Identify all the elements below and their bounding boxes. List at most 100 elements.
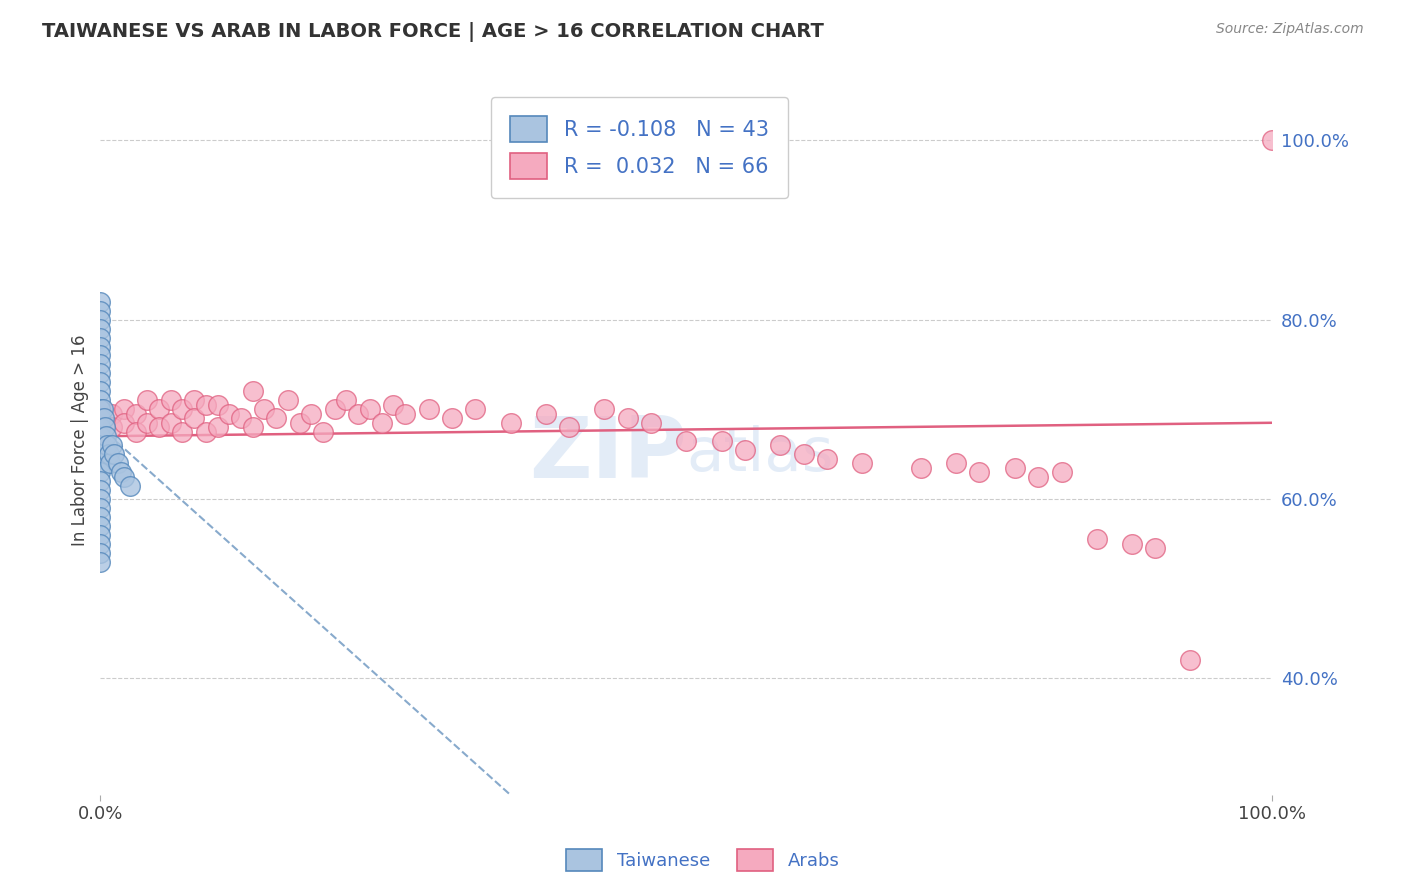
Point	[89, 384, 111, 399]
Point	[382, 398, 405, 412]
Point	[89, 429, 111, 443]
Point	[534, 407, 557, 421]
Point	[347, 407, 370, 421]
Point	[89, 312, 111, 326]
Point	[89, 429, 111, 443]
Point	[89, 339, 111, 353]
Point	[89, 546, 111, 560]
Point	[89, 456, 111, 470]
Point	[323, 402, 346, 417]
Point	[312, 425, 335, 439]
Text: ZIP: ZIP	[529, 413, 686, 496]
Point	[969, 465, 991, 479]
Point	[89, 294, 111, 309]
Point	[675, 434, 697, 448]
Point	[89, 510, 111, 524]
Point	[96, 429, 118, 443]
Legend: Taiwanese, Arabs: Taiwanese, Arabs	[560, 842, 846, 879]
Point	[183, 393, 205, 408]
Point	[159, 416, 181, 430]
Point	[172, 402, 194, 417]
Point	[183, 411, 205, 425]
Point	[640, 416, 662, 430]
Point	[112, 469, 135, 483]
Point	[101, 438, 124, 452]
Point	[110, 465, 132, 479]
Point	[207, 420, 229, 434]
Point	[97, 447, 120, 461]
Point	[499, 416, 522, 430]
Point	[793, 447, 815, 461]
Point	[89, 483, 111, 497]
Point	[89, 465, 111, 479]
Point	[96, 438, 118, 452]
Point	[558, 420, 581, 434]
Point	[89, 330, 111, 344]
Point	[253, 402, 276, 417]
Point	[98, 456, 121, 470]
Point	[264, 411, 287, 425]
Point	[207, 398, 229, 412]
Point	[89, 303, 111, 318]
Point	[89, 367, 111, 381]
Point	[124, 407, 146, 421]
Point	[440, 411, 463, 425]
Point	[945, 456, 967, 470]
Point	[89, 349, 111, 363]
Point	[89, 555, 111, 569]
Point	[359, 402, 381, 417]
Point	[710, 434, 733, 448]
Point	[107, 456, 129, 470]
Point	[1121, 537, 1143, 551]
Point	[172, 425, 194, 439]
Point	[1004, 460, 1026, 475]
Point	[593, 402, 616, 417]
Point	[1261, 133, 1284, 147]
Point	[136, 416, 159, 430]
Point	[617, 411, 640, 425]
Point	[118, 478, 141, 492]
Y-axis label: In Labor Force | Age > 16: In Labor Force | Age > 16	[72, 335, 89, 547]
Point	[218, 407, 240, 421]
Point	[89, 358, 111, 372]
Point	[89, 519, 111, 533]
Point	[335, 393, 357, 408]
Point	[101, 407, 124, 421]
Point	[89, 321, 111, 335]
Point	[89, 376, 111, 390]
Point	[89, 402, 111, 417]
Point	[94, 420, 117, 434]
Point	[89, 438, 111, 452]
Point	[242, 384, 264, 399]
Point	[769, 438, 792, 452]
Point	[91, 402, 114, 417]
Point	[89, 500, 111, 515]
Point	[299, 407, 322, 421]
Point	[89, 393, 111, 408]
Point	[229, 411, 252, 425]
Point	[89, 474, 111, 488]
Text: Source: ZipAtlas.com: Source: ZipAtlas.com	[1216, 22, 1364, 37]
Point	[418, 402, 440, 417]
Point	[464, 402, 486, 417]
Point	[89, 528, 111, 542]
Point	[277, 393, 299, 408]
Point	[93, 411, 115, 425]
Point	[103, 447, 125, 461]
Point	[89, 491, 111, 506]
Point	[124, 425, 146, 439]
Point	[1050, 465, 1073, 479]
Point	[194, 398, 217, 412]
Point	[112, 416, 135, 430]
Point	[89, 420, 111, 434]
Point	[288, 416, 311, 430]
Point	[89, 411, 111, 425]
Point	[1085, 533, 1108, 547]
Point	[394, 407, 416, 421]
Point	[1180, 653, 1202, 667]
Point	[1144, 541, 1167, 556]
Point	[1026, 469, 1049, 483]
Point	[101, 420, 124, 434]
Text: TAIWANESE VS ARAB IN LABOR FORCE | AGE > 16 CORRELATION CHART: TAIWANESE VS ARAB IN LABOR FORCE | AGE >…	[42, 22, 824, 42]
Point	[734, 442, 756, 457]
